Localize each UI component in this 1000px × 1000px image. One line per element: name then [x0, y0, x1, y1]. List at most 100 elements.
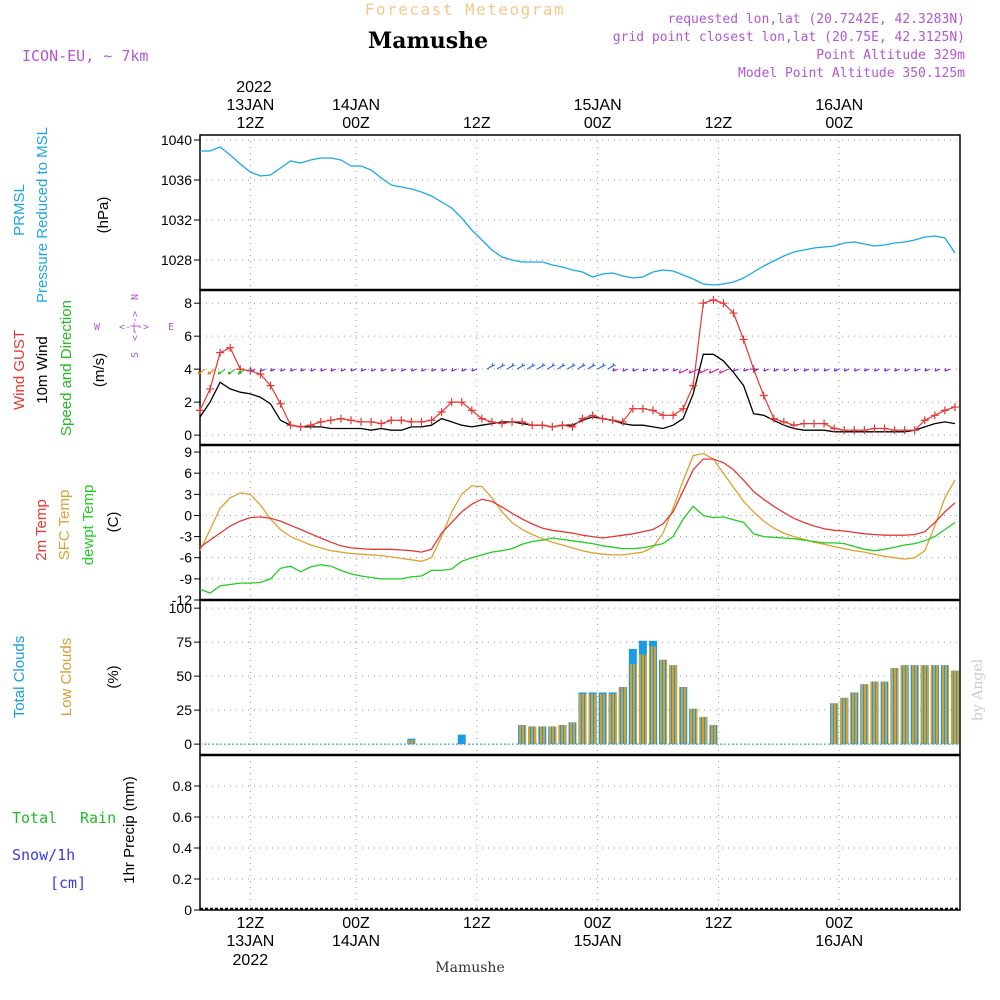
y-tick-label: 0: [184, 902, 192, 918]
gust-marker: [387, 416, 396, 425]
gust-marker: [810, 419, 819, 428]
low-cloud-bar: [840, 697, 849, 745]
direction-arrow: [217, 368, 226, 375]
bottom-day-label: 16JAN: [815, 933, 863, 950]
direction-arrow: [672, 367, 679, 372]
low-cloud-bar: [850, 692, 859, 745]
gust-marker: [799, 419, 808, 428]
direction-arrow: [904, 367, 910, 372]
direction-arrow: [516, 362, 526, 370]
low-cloud-bar: [518, 725, 527, 745]
panel-frame: [199, 134, 961, 291]
direction-arrow: [471, 367, 478, 372]
compass-n: N: [130, 294, 141, 300]
wind-10m-label: 10m Wind: [34, 336, 51, 404]
direction-arrow: [410, 367, 417, 372]
precip-unit: 1hr Precip (mm): [121, 776, 138, 884]
station-title: Mamushe: [368, 28, 488, 54]
y-tick-label: 0.8: [173, 778, 193, 794]
sfc-temp-line: [199, 452, 956, 562]
gust-markers: [196, 295, 959, 435]
gust-marker: [306, 421, 315, 430]
pressure-unit: (hPa): [95, 197, 112, 234]
direction-arrow: [652, 367, 659, 372]
top-axis-year: 2022: [236, 79, 272, 96]
gust-marker: [930, 411, 939, 420]
gust-marker: [659, 411, 668, 420]
direction-arrow: [944, 367, 951, 372]
gust-marker: [759, 391, 768, 400]
direction-arrow: [607, 362, 616, 370]
bottom-day-label: 15JAN: [574, 933, 622, 950]
gust-marker: [779, 417, 788, 426]
direction-arrow: [753, 367, 759, 372]
y-tick-label: 0: [184, 427, 192, 443]
direction-arrow: [400, 367, 407, 372]
bottom-hour-label: 00Z: [342, 915, 370, 932]
total-label: Total: [12, 809, 57, 827]
low-cloud-bar: [920, 665, 929, 745]
low-cloud-bar: [618, 687, 627, 745]
gust-marker: [729, 309, 738, 318]
gust-marker: [578, 414, 587, 423]
gust-marker: [487, 417, 496, 426]
model-label: ICON-EU, ~ 7km: [22, 47, 148, 65]
gust-marker: [719, 299, 728, 308]
gust-marker: [880, 424, 889, 433]
low-cloud-bar: [930, 665, 939, 745]
direction-arrow: [612, 367, 618, 372]
bottom-hour-label: 12Z: [237, 915, 265, 932]
low-cloud-bar: [407, 740, 416, 745]
direction-arrow: [290, 367, 296, 372]
gust-marker: [558, 421, 567, 430]
direction-arrow: [496, 362, 506, 370]
direction-arrow: [431, 367, 437, 372]
low-cloud-bar: [578, 693, 587, 745]
low-cloud-bar: [628, 663, 637, 745]
low-cloud-bar: [659, 659, 668, 745]
gust-marker: [598, 414, 607, 423]
gust-marker: [457, 398, 466, 407]
low-cloud-bar: [568, 722, 577, 745]
direction-arrow: [300, 367, 306, 372]
top-day-label: 16JAN: [815, 97, 863, 114]
direction-arrow: [360, 367, 367, 372]
direction-arrow: [390, 367, 397, 372]
gust-marker: [346, 416, 355, 425]
direction-arrow: [803, 367, 810, 372]
direction-arrow: [350, 367, 357, 372]
gust-marker: [216, 348, 225, 357]
direction-arrow: [237, 368, 246, 375]
cloud-unit: (%): [105, 665, 122, 688]
direction-arrow: [894, 367, 900, 372]
footer-station: Mamushe: [435, 960, 504, 976]
low-cloud-bar: [830, 703, 839, 745]
direction-arrow: [833, 367, 840, 372]
low-cloud-bar: [689, 708, 698, 745]
gust-marker: [568, 422, 577, 431]
low-cloud-bar: [880, 681, 889, 745]
gust-marker: [357, 417, 366, 426]
gust-marker: [950, 403, 959, 412]
direction-arrow: [420, 367, 427, 372]
direction-arrow: [718, 368, 729, 374]
direction-arrow: [197, 368, 206, 375]
low-cloud-bar: [910, 665, 919, 745]
low-cloud-bar: [608, 693, 617, 745]
direction-arrow: [567, 362, 576, 370]
low-cloud-bar: [588, 693, 597, 745]
bottom-hour-label: 12Z: [705, 915, 733, 932]
direction-arrow: [330, 367, 337, 372]
gust-marker: [588, 411, 597, 420]
panel-2: -12 -9 -6 -3 0 3 6 9: [172, 444, 961, 608]
snow-label: Snow/1h: [12, 846, 75, 864]
direction-arrow: [557, 362, 566, 370]
gust-marker: [870, 424, 879, 433]
gust-marker: [628, 404, 637, 413]
gust-marker: [940, 406, 949, 415]
panel-1: 0 2 4 6 8: [184, 289, 961, 446]
direction-arrow: [733, 367, 739, 372]
direction-arrow: [914, 367, 920, 372]
gust-marker: [447, 398, 456, 407]
